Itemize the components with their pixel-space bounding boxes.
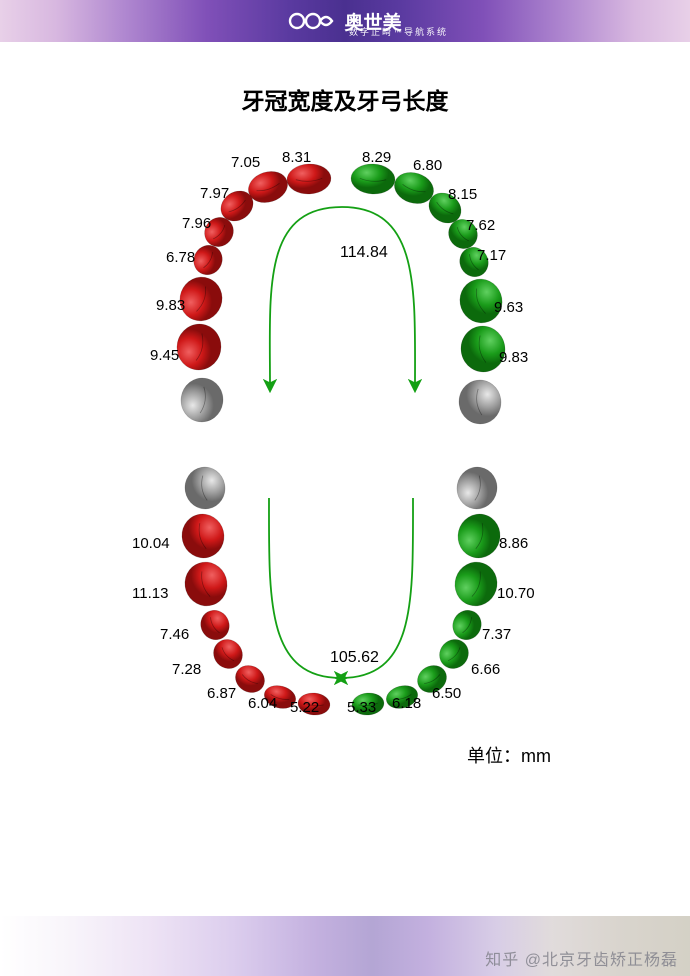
- tooth-width-label: 7.28: [172, 661, 201, 678]
- brand-header: 奥世美 数字正畸™导航系统: [0, 0, 690, 42]
- tooth-width-label: 9.83: [499, 349, 528, 366]
- tooth-width-label: 6.50: [432, 685, 461, 702]
- tooth-width-label: 10.70: [497, 585, 535, 602]
- tooth: [173, 320, 226, 374]
- tooth: [182, 464, 229, 512]
- tooth-width-label: 9.63: [494, 299, 523, 316]
- tooth: [179, 557, 233, 612]
- tooth-width-label: 5.33: [347, 699, 376, 716]
- tooth: [350, 163, 396, 195]
- unit-label: 单位：mm: [467, 742, 551, 768]
- tooth-width-label: 5.22: [290, 699, 319, 716]
- tooth-width-label: 7.17: [477, 247, 506, 264]
- brand-subtitle: 数字正畸™导航系统: [349, 25, 448, 38]
- tooth-width-label: 6.87: [207, 685, 236, 702]
- upper-dental-arch: 8.31 7.057.97 7.96 6.78 9.83 9.45 8.29 6.80 8.15…: [0, 140, 690, 440]
- tooth: [177, 510, 228, 563]
- tooth-width-label: 7.37: [482, 626, 511, 643]
- tooth-width-label: 6.18: [392, 695, 421, 712]
- tooth-width-label: 7.97: [200, 185, 229, 202]
- tooth-width-label: 7.05: [231, 154, 260, 171]
- tooth: [286, 163, 332, 195]
- arch-arrow: [342, 207, 415, 386]
- tooth-width-label: 9.45: [150, 347, 179, 364]
- tooth: [454, 464, 501, 512]
- arch-arrow: [270, 207, 342, 386]
- arch-length-label: 114.84: [340, 244, 388, 261]
- tooth-width-label: 9.83: [156, 297, 185, 314]
- tooth-width-label: 7.96: [182, 215, 211, 232]
- page-title: 牙冠宽度及牙弓长度: [0, 82, 690, 116]
- tooth-width-label: 6.78: [166, 249, 195, 266]
- tooth-width-label: 7.46: [160, 626, 189, 643]
- tooth-width-label: 6.80: [413, 157, 442, 174]
- tooth-width-label: 6.04: [248, 695, 277, 712]
- tooth-width-label: 7.62: [466, 217, 495, 234]
- tooth: [453, 510, 504, 563]
- tooth-width-label: 8.86: [499, 535, 528, 552]
- tooth: [449, 557, 503, 612]
- tooth-width-label: 6.66: [471, 661, 500, 678]
- logo-icon: [288, 9, 336, 33]
- arch-length-label: 105.62: [330, 649, 379, 666]
- tooth: [195, 605, 234, 645]
- tooth-width-label: 8.15: [448, 186, 477, 203]
- tooth: [178, 375, 226, 424]
- tooth-width-label: 8.29: [362, 149, 391, 166]
- tooth-width-label: 8.31: [282, 149, 311, 166]
- tooth-width-label: 10.04: [132, 535, 170, 552]
- tooth-width-label: 11.13: [132, 585, 168, 602]
- tooth: [456, 377, 504, 426]
- lower-dental-arch: 10.04 11.13 7.46 7.28 6.87 6.04 5.22 8.86 10.70 7…: [0, 450, 690, 750]
- tooth: [447, 605, 486, 645]
- watermark: 知乎 @北京牙齿矫正杨磊: [485, 946, 678, 970]
